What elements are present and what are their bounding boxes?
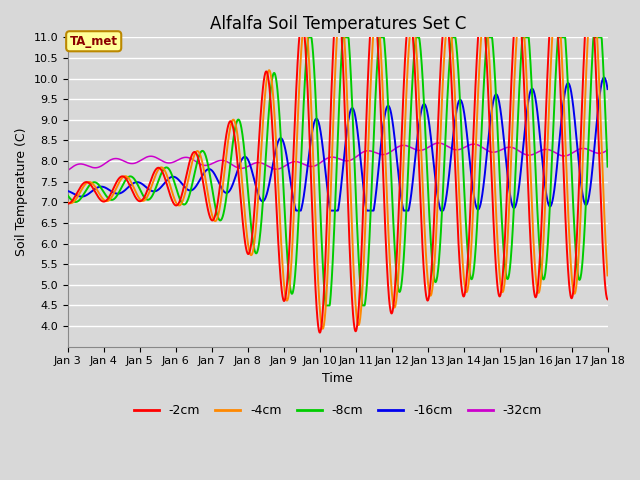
Y-axis label: Soil Temperature (C): Soil Temperature (C) — [15, 128, 28, 256]
X-axis label: Time: Time — [323, 372, 353, 385]
Legend: -2cm, -4cm, -8cm, -16cm, -32cm: -2cm, -4cm, -8cm, -16cm, -32cm — [129, 399, 547, 422]
Title: Alfalfa Soil Temperatures Set C: Alfalfa Soil Temperatures Set C — [209, 15, 466, 33]
Text: TA_met: TA_met — [70, 35, 118, 48]
